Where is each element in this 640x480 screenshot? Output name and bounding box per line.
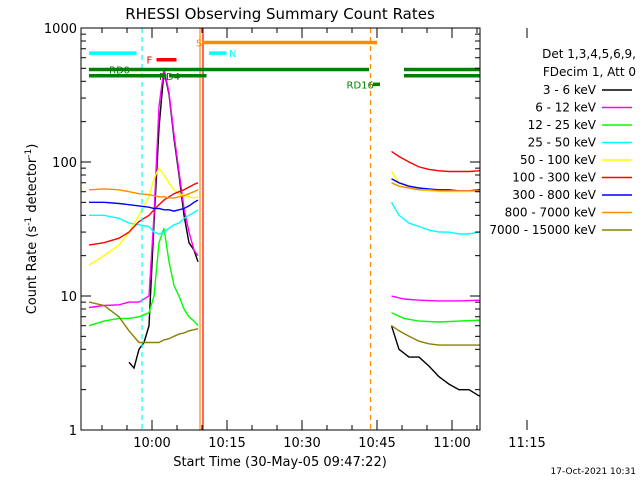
y-axis-label-sup: -1 [24, 217, 34, 226]
flag-rd4-label: RD4 [159, 72, 180, 83]
series-line-1-segB [390, 325, 480, 397]
legend-label-2: 6 - 12 keV [535, 101, 597, 115]
legend-label-1: 3 - 6 keV [543, 83, 597, 97]
series-group [88, 28, 480, 430]
series-line-7-segB [391, 178, 480, 192]
series-line-8-segA [88, 188, 199, 199]
legend-label-3: 12 - 25 keV [528, 118, 597, 132]
legend-label-7: 300 - 800 keV [512, 188, 596, 202]
legend: Det 1,3,4,5,6,9, FDecim 1, Att 0 3 - 6 k… [489, 47, 636, 237]
chart-title: RHESSI Observing Summary Count Rates [125, 5, 435, 23]
y-axis: 1 10 100 1000 [44, 22, 480, 439]
y-axis-label: Count Rate (s-1 detector-1) [24, 144, 40, 315]
legend-label-9: 7000 - 15000 keV [489, 223, 596, 237]
legend-header-1: Det 1,3,4,5,6,9, [542, 47, 636, 61]
series-line-5-segA [88, 166, 199, 266]
footer-timestamp: 17-Oct-2021 10:31 [551, 467, 636, 477]
x-axis-label: Start Time (30-May-05 09:47:22) [173, 455, 387, 470]
series-line-6-segA [88, 182, 199, 246]
y-axis-label-main: Count Rate (s [25, 226, 40, 315]
flag-n-label: N [229, 49, 236, 60]
flag-f-label: F [147, 56, 153, 67]
series-line-3-segB [391, 312, 480, 323]
series-line-4-segA [89, 209, 199, 235]
y-tick-label-4: 1000 [44, 22, 77, 37]
legend-label-6: 100 - 300 keV [512, 171, 596, 185]
series-line-7-segA [89, 199, 199, 212]
y-axis-label-end: detector [25, 157, 40, 217]
legend-label-4: 25 - 50 keV [528, 136, 597, 150]
series-line-4-segB [390, 201, 480, 235]
x-tick-label-3: 10:30 [283, 436, 320, 451]
y-axis-label-tail: ) [25, 144, 40, 149]
series-line-9-segB [391, 325, 480, 346]
flag-rd16-label: RD16 [347, 80, 374, 91]
plot-frame [80, 27, 481, 431]
x-tick-label-2: 10:15 [208, 436, 245, 451]
x-tick-label-4: 10:45 [358, 436, 395, 451]
legend-label-5: 50 - 100 keV [520, 153, 597, 167]
y-tick-label-1: 1 [69, 424, 77, 439]
series-line-3-segA [88, 228, 199, 327]
x-axis: 10:00 10:15 10:30 10:45 11:00 11:15 [101, 28, 546, 451]
x-tick-label-6: 11:15 [508, 436, 545, 451]
flag-rd0-label: RD0 [109, 66, 130, 77]
series-line-6-segB [391, 150, 480, 173]
y-tick-label-2: 10 [60, 290, 77, 305]
legend-label-8: 800 - 7000 keV [505, 206, 597, 220]
series-line-2-segB [391, 295, 480, 302]
series-line-9-segA [88, 301, 199, 344]
y-axis-label-sup2: -1 [24, 149, 34, 158]
plot-area: N F S RD0 RD4 RD16 [88, 28, 480, 430]
x-tick-label-1: 10:00 [133, 436, 170, 451]
legend-header-2: FDecim 1, Att 0 [543, 65, 636, 79]
flag-s-label: S [196, 38, 202, 49]
series-line-8-segB [391, 182, 480, 192]
y-tick-label-3: 100 [52, 156, 77, 171]
x-tick-label-5: 11:00 [433, 436, 470, 451]
series-line-2-segA [88, 68, 199, 309]
